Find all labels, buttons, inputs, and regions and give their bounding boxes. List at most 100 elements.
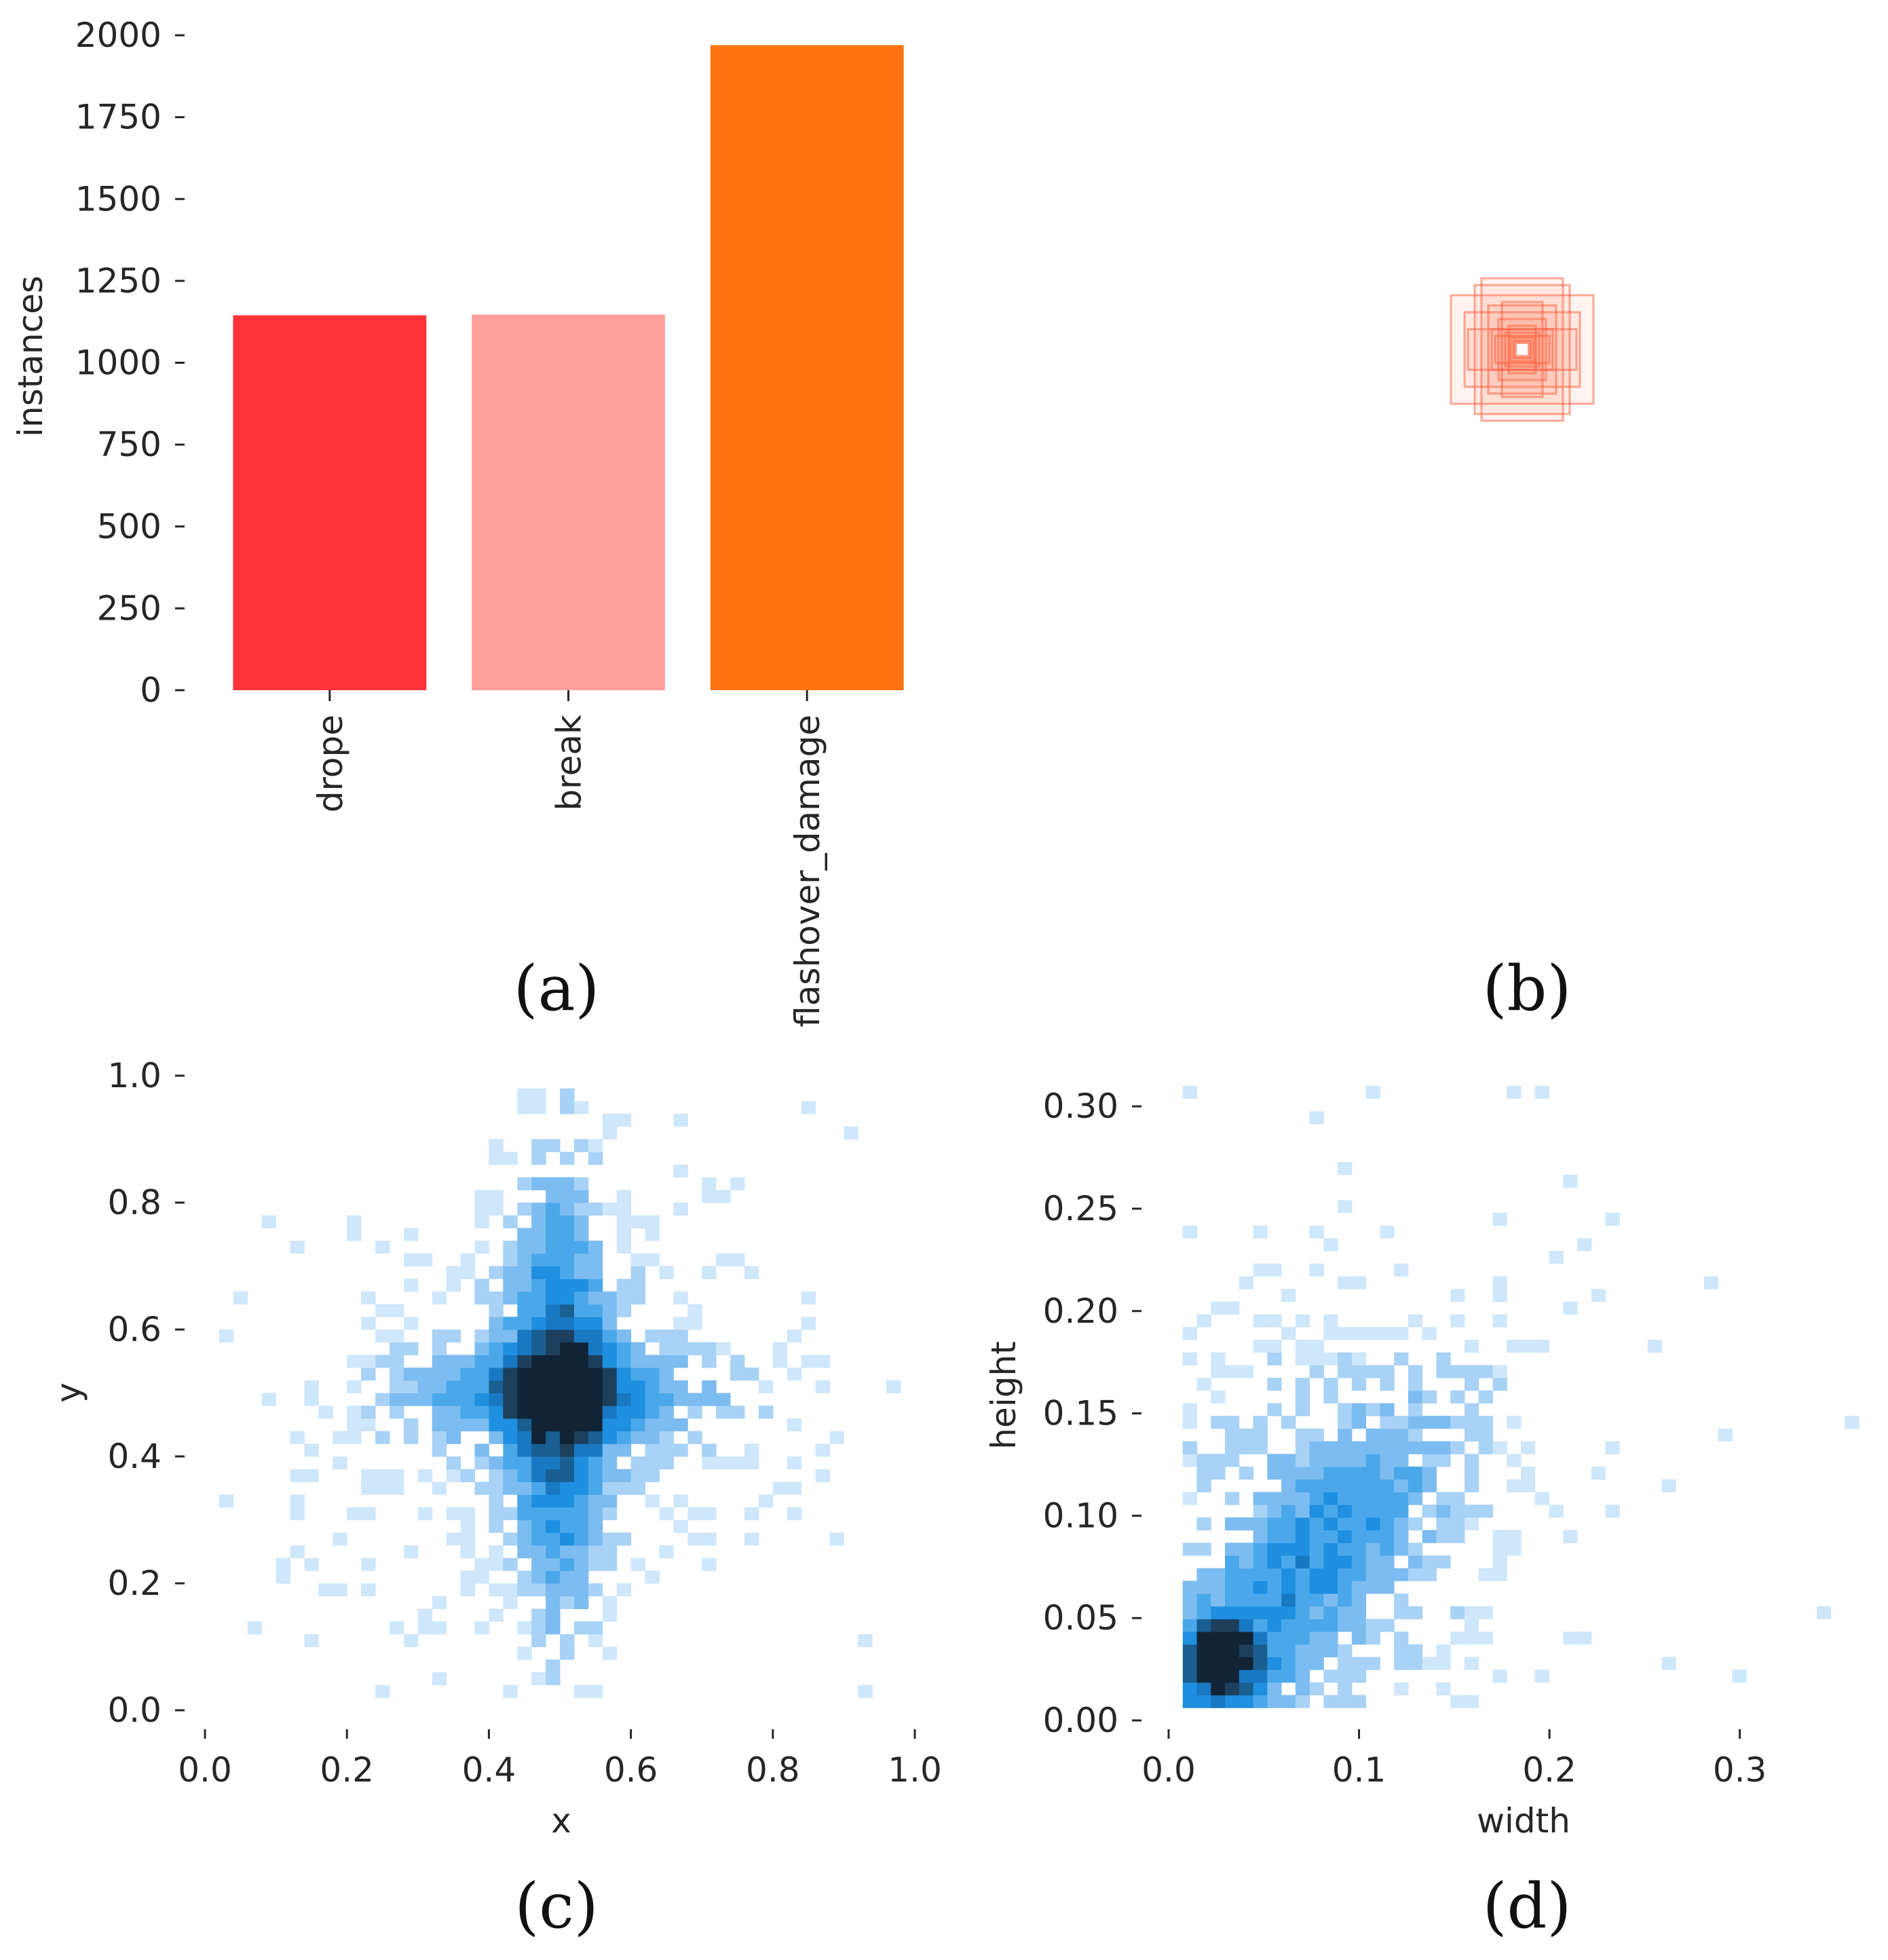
heat-cell [1196, 1467, 1211, 1480]
heat-cell [602, 1431, 618, 1444]
heat-cell [389, 1469, 404, 1482]
heat-cell [616, 1228, 632, 1241]
heat-cell [1239, 1276, 1254, 1289]
heat-cell [304, 1558, 319, 1571]
heat-cell [1563, 1174, 1578, 1188]
heat-cell [1267, 1467, 1282, 1480]
heat-cell [573, 1621, 589, 1635]
heat-cell [1394, 1327, 1409, 1340]
heat-cell [531, 1634, 546, 1647]
heat-cell [531, 1228, 546, 1241]
heat-cell [460, 1355, 475, 1368]
heat-cell [446, 1393, 461, 1406]
heat-cell [1408, 1479, 1423, 1492]
heat-cell [1196, 1606, 1211, 1619]
heat-cell [432, 1380, 447, 1393]
heat-cell [1478, 1416, 1493, 1429]
heat-cell [616, 1203, 632, 1216]
panel-d-cells [1182, 1086, 1859, 1708]
heat-cell [560, 1545, 575, 1559]
heat-cell [1182, 1086, 1198, 1099]
heat-cell [1351, 1454, 1367, 1467]
heat-cell [1436, 1644, 1451, 1657]
heat-cell [616, 1342, 632, 1355]
heat-cell [560, 1342, 575, 1355]
heat-cell [1492, 1555, 1507, 1569]
panel-c-y-tick-label: 1.0 [107, 1056, 162, 1095]
heat-cell [517, 1406, 532, 1419]
heat-cell [716, 1342, 731, 1355]
heat-cell [560, 1203, 575, 1216]
heat-cell [1464, 1467, 1479, 1480]
heat-cell [744, 1507, 759, 1520]
heat-cell [531, 1621, 546, 1635]
heat-cell [1196, 1517, 1211, 1530]
heat-cell [659, 1456, 674, 1470]
heat-cell [517, 1241, 532, 1254]
heat-cell [1196, 1657, 1211, 1670]
heat-cell [389, 1393, 404, 1406]
panel-d-y-tick-label: 0.25 [1043, 1189, 1118, 1228]
heat-cell [1394, 1441, 1409, 1454]
heat-cell [616, 1393, 632, 1406]
heat-cell [1464, 1657, 1479, 1670]
heat-cell [460, 1532, 475, 1546]
heat-cell [673, 1520, 688, 1533]
heat-cell [531, 1507, 546, 1520]
heat-cell [1338, 1162, 1353, 1175]
heat-cell [1295, 1441, 1310, 1454]
heat-cell [1703, 1276, 1719, 1289]
heat-cell [474, 1393, 489, 1406]
panel-c-x-tick-label: 0.8 [746, 1750, 800, 1790]
heat-cell [588, 1558, 603, 1571]
heat-cell [772, 1342, 788, 1355]
heat-cell [1196, 1314, 1211, 1327]
heat-cell [1323, 1670, 1338, 1683]
heat-cell [1295, 1403, 1310, 1416]
heat-cell [1422, 1390, 1437, 1403]
heat-cell [1211, 1644, 1226, 1657]
heat-cell [573, 1532, 589, 1546]
heat-cell [1365, 1365, 1380, 1378]
heat-cell [531, 1253, 546, 1266]
heat-cell [573, 1368, 589, 1381]
heat-cell [1281, 1568, 1296, 1581]
heat-cell [588, 1431, 603, 1444]
heat-cell [730, 1177, 745, 1190]
heat-cell [716, 1253, 731, 1266]
heat-cell [1338, 1454, 1353, 1467]
heat-cell [1436, 1492, 1451, 1505]
heat-cell [1239, 1594, 1254, 1607]
heat-cell [573, 1342, 589, 1355]
heat-cell [588, 1532, 603, 1546]
panel-a-y-tick-label: 0 [140, 671, 162, 710]
heat-cell [1450, 1530, 1465, 1543]
heat-cell [602, 1126, 618, 1139]
heat-cell [1394, 1530, 1409, 1543]
heat-cell [1591, 1289, 1606, 1302]
heat-cell [573, 1596, 589, 1609]
heat-cell [1295, 1555, 1310, 1569]
heat-cell [1605, 1505, 1620, 1518]
heat-cell [1182, 1454, 1198, 1467]
heat-cell [474, 1456, 489, 1470]
heat-cell [1492, 1543, 1507, 1556]
heat-cell [347, 1507, 362, 1520]
heat-cell [1365, 1467, 1380, 1480]
heat-cell [531, 1393, 546, 1406]
heat-cell [702, 1355, 717, 1368]
heat-cell [546, 1570, 561, 1584]
heat-cell [1267, 1619, 1282, 1632]
heat-cell [1267, 1657, 1282, 1670]
heat-cell [630, 1431, 646, 1444]
heat-cell [716, 1456, 731, 1470]
panel-d-y-tick-label: 0.20 [1043, 1292, 1118, 1331]
heat-cell [1182, 1581, 1198, 1594]
heat-cell [645, 1570, 660, 1584]
heat-cell [1267, 1695, 1282, 1708]
heat-cell [403, 1228, 419, 1241]
heat-cell [517, 1253, 532, 1266]
heat-cell [1436, 1454, 1451, 1467]
heat-cell [1225, 1543, 1240, 1556]
